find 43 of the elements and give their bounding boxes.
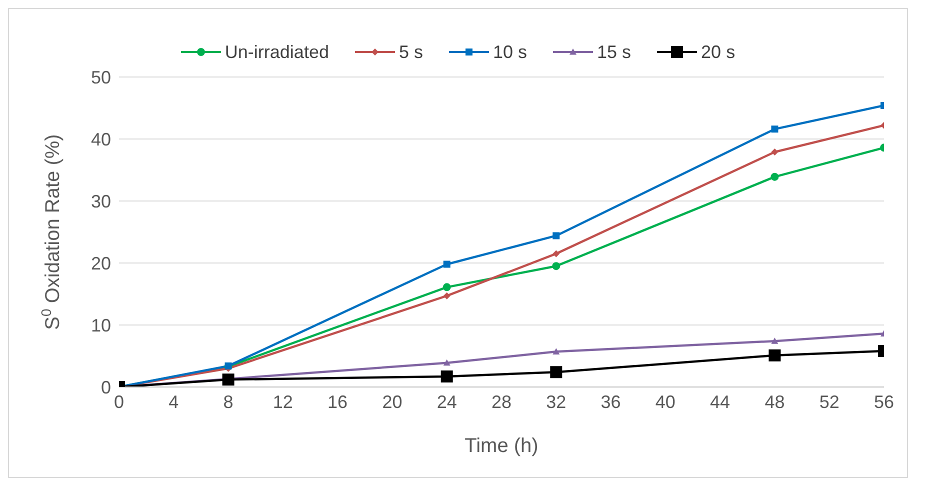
point	[770, 172, 779, 181]
x-tick-label: 4	[168, 392, 179, 412]
point	[771, 148, 778, 156]
x-tick-label: 32	[546, 392, 566, 412]
point	[552, 262, 560, 270]
point	[771, 338, 778, 344]
y-tick-label: 10	[90, 315, 111, 336]
point	[443, 359, 450, 366]
x-tick-label: 0	[114, 392, 124, 412]
x-axis-title: Time (h)	[464, 435, 538, 457]
x-tick-label: 28	[491, 392, 512, 412]
point	[443, 292, 450, 300]
x-tick-label: 40	[655, 392, 676, 412]
x-tick-label: 12	[272, 392, 293, 412]
point	[222, 374, 234, 386]
x-tick-label: 24	[436, 392, 457, 412]
x-tick-label: 48	[764, 392, 785, 412]
point	[442, 283, 451, 292]
y-tick-label: 0	[100, 377, 111, 398]
legend-label: Un-irradiated	[224, 42, 329, 62]
legend-label: 10 s	[492, 42, 528, 62]
point	[443, 260, 450, 268]
x-tick-label: 16	[328, 392, 348, 412]
legend-label: 20 s	[701, 42, 736, 62]
point	[771, 126, 778, 133]
x-tick-label: 52	[819, 392, 840, 412]
x-tick-label: 8	[223, 392, 234, 412]
x-tick-label: 36	[600, 392, 621, 412]
y-tick-label: 20	[90, 253, 111, 274]
point	[552, 232, 560, 240]
point	[550, 366, 562, 378]
point	[552, 348, 560, 354]
x-tick-label: 20	[382, 392, 402, 412]
point	[768, 349, 781, 362]
point	[552, 250, 560, 258]
x-tick-label: 56	[874, 392, 894, 412]
y-tick-label: 30	[90, 191, 111, 212]
y-tick-label: 50	[90, 67, 111, 88]
point	[440, 370, 453, 382]
legend-label: 5 s	[398, 42, 423, 62]
legend-label: 15 s	[597, 42, 632, 62]
y-tick-label: 40	[90, 129, 111, 150]
x-tick-label: 44	[710, 392, 730, 412]
